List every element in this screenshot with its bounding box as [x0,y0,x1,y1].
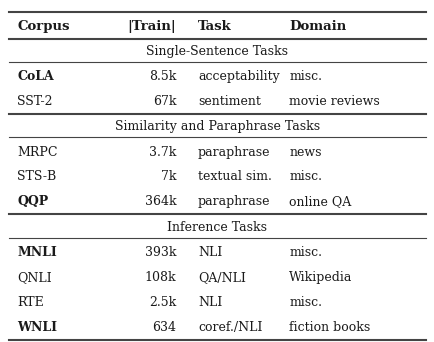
Text: misc.: misc. [289,246,322,259]
Text: |Train|: |Train| [127,20,176,33]
Text: paraphrase: paraphrase [197,145,270,159]
Text: QA/NLI: QA/NLI [197,271,245,284]
Text: STS-B: STS-B [17,170,56,184]
Text: 108k: 108k [144,271,176,284]
Text: MRPC: MRPC [17,145,58,159]
Text: Single-Sentence Tasks: Single-Sentence Tasks [146,45,288,58]
Text: misc.: misc. [289,295,322,309]
Text: RTE: RTE [17,295,44,309]
Text: WNLI: WNLI [17,320,57,334]
Text: Wikipedia: Wikipedia [289,271,352,284]
Text: NLI: NLI [197,295,222,309]
Text: 67k: 67k [152,95,176,108]
Text: 364k: 364k [144,195,176,209]
Text: 8.5k: 8.5k [148,70,176,83]
Text: textual sim.: textual sim. [197,170,271,184]
Text: acceptability: acceptability [197,70,279,83]
Text: 3.7k: 3.7k [148,145,176,159]
Text: fiction books: fiction books [289,320,370,334]
Text: NLI: NLI [197,246,222,259]
Text: misc.: misc. [289,70,322,83]
Text: 2.5k: 2.5k [148,295,176,309]
Text: CoLA: CoLA [17,70,54,83]
Text: sentiment: sentiment [197,95,260,108]
Text: Similarity and Paraphrase Tasks: Similarity and Paraphrase Tasks [115,120,319,133]
Text: 7k: 7k [160,170,176,184]
Text: QNLI: QNLI [17,271,52,284]
Text: 393k: 393k [145,246,176,259]
Text: Task: Task [197,20,231,33]
Text: movie reviews: movie reviews [289,95,379,108]
Text: Inference Tasks: Inference Tasks [167,221,267,234]
Text: SST-2: SST-2 [17,95,53,108]
Text: coref./NLI: coref./NLI [197,320,262,334]
Text: news: news [289,145,321,159]
Text: Domain: Domain [289,20,346,33]
Text: Corpus: Corpus [17,20,70,33]
Text: MNLI: MNLI [17,246,57,259]
Text: misc.: misc. [289,170,322,184]
Text: 634: 634 [152,320,176,334]
Text: online QA: online QA [289,195,351,209]
Text: paraphrase: paraphrase [197,195,270,209]
Text: QQP: QQP [17,195,49,209]
